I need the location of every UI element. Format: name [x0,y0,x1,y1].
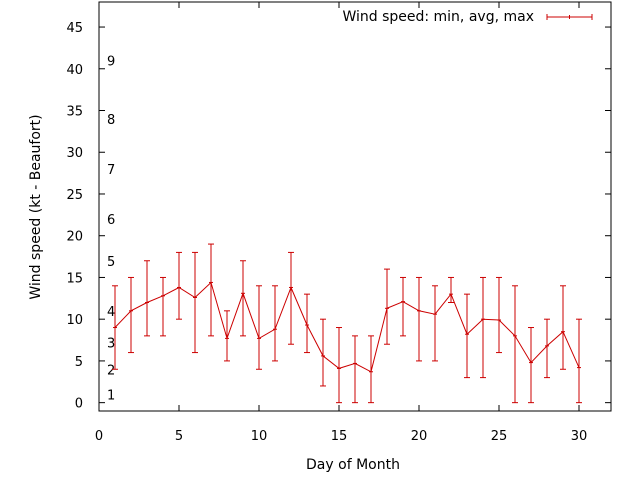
plot-frame [98,1,612,412]
y-tick-label: 40 [66,63,83,78]
y-tick-label: 15 [66,271,83,286]
y-tick-label: 35 [66,105,83,120]
beaufort-label: 9 [107,54,115,69]
x-tick-label: 20 [411,429,428,444]
legend-sample [546,14,593,20]
y-tick-label: 5 [75,355,83,370]
y-tick-label: 25 [66,188,83,203]
beaufort-label: 6 [107,213,115,228]
series-layer [112,243,582,404]
legend: Wind speed: min, avg, max [342,9,593,25]
x-axis-title: Day of Month [306,457,400,473]
x-tick-label: 10 [251,429,268,444]
beaufort-label: 5 [107,255,115,270]
beaufort-label: 2 [107,363,115,378]
legend-label: Wind speed: min, avg, max [342,9,534,25]
x-tick-label: 0 [95,429,103,444]
y-tick-label: 45 [66,21,83,36]
beaufort-scale-labels: 1 2 3 4 5 6 7 8 9 [107,54,115,403]
beaufort-label: 7 [107,163,115,178]
y-tick-label: 0 [75,397,83,412]
average-line [114,281,580,373]
beaufort-label: 8 [107,113,115,128]
y-tick-label: 30 [66,146,83,161]
beaufort-label: 4 [107,305,115,320]
x-tick-label: 5 [175,429,183,444]
x-tick-label: 15 [331,429,348,444]
y-tick-label: 10 [66,313,83,328]
beaufort-label: 3 [107,337,115,352]
beaufort-label: 1 [107,388,115,403]
y-axis-title: Wind speed (kt - Beaufort) [28,114,44,299]
x-tick-label: 30 [571,429,588,444]
x-tick-label: 25 [491,429,508,444]
y-tick-label: 20 [66,230,83,245]
x-axis: 0 5 10 15 20 25 30 [95,2,587,444]
